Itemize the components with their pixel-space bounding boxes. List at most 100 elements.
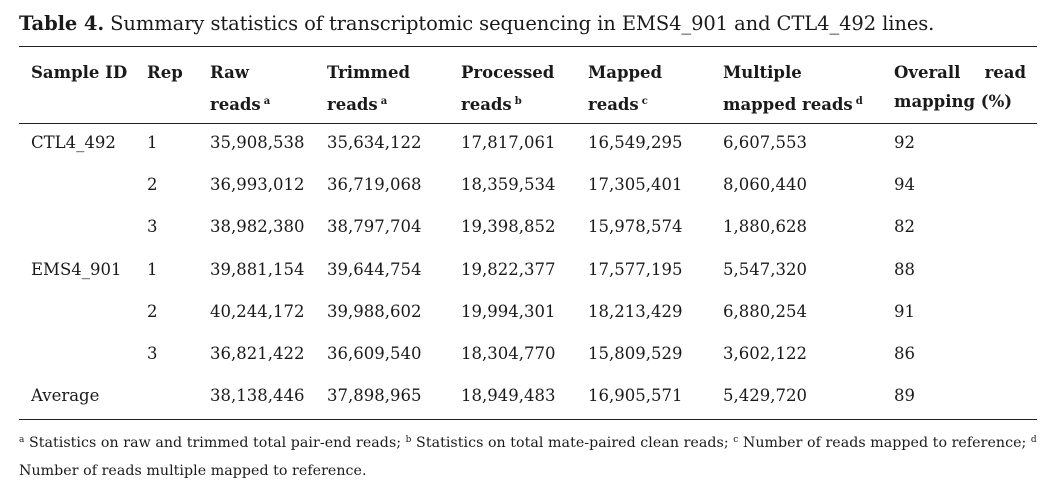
header-raw-sup: a [263, 96, 271, 107]
header-rep-text: Rep [147, 63, 183, 82]
table-header-rule [19, 123, 1037, 124]
header-multiple-line1: Multiple [723, 63, 802, 82]
caption-text: Summary statistics of transcriptomic seq… [104, 12, 935, 35]
header-overall-line2: mapping (%) [894, 92, 1013, 111]
header-raw-line2: reads a [210, 87, 270, 119]
header-overall-read-mapping: Overall read mapping (%) [894, 58, 1026, 116]
cell-rep: 1 [147, 133, 158, 152]
cell-sample-id: Average [31, 386, 100, 405]
cell-raw-reads: 38,138,446 [210, 386, 305, 405]
cell-multiple-mapped-reads: 8,060,440 [723, 175, 807, 194]
cell-trimmed-reads: 35,634,122 [327, 133, 422, 152]
cell-trimmed-reads: 36,609,540 [327, 344, 422, 363]
cell-raw-reads: 38,982,380 [210, 217, 305, 236]
header-overall-word2: read [984, 63, 1026, 82]
table-label: Table 4. [19, 12, 105, 35]
cell-overall-mapping: 92 [894, 133, 915, 152]
header-trimmed-line2: reads a [327, 87, 410, 119]
cell-multiple-mapped-reads: 5,547,320 [723, 260, 807, 279]
cell-processed-reads: 19,822,377 [461, 260, 556, 279]
cell-mapped-reads: 16,549,295 [588, 133, 683, 152]
header-multiple-line2-text: mapped reads [723, 95, 853, 114]
cell-overall-mapping: 89 [894, 386, 915, 405]
cell-trimmed-reads: 36,719,068 [327, 175, 422, 194]
cell-trimmed-reads: 39,988,602 [327, 302, 422, 321]
cell-mapped-reads: 15,978,574 [588, 217, 683, 236]
table-bottom-rule [19, 419, 1037, 420]
cell-trimmed-reads: 39,644,754 [327, 260, 422, 279]
header-trimmed-reads: Trimmed reads a [327, 58, 410, 119]
cell-raw-reads: 36,993,012 [210, 175, 305, 194]
header-overall-line1: Overall read [894, 58, 1026, 87]
cell-mapped-reads: 17,577,195 [588, 260, 683, 279]
cell-multiple-mapped-reads: 1,880,628 [723, 217, 807, 236]
header-raw-line1: Raw [210, 63, 249, 82]
header-mapped-line2: reads c [588, 87, 662, 119]
cell-raw-reads: 35,908,538 [210, 133, 305, 152]
cell-multiple-mapped-reads: 6,880,254 [723, 302, 807, 321]
cell-processed-reads: 17,817,061 [461, 133, 556, 152]
header-processed-sup: b [514, 96, 522, 107]
header-multiple-sup: d [855, 96, 863, 107]
cell-overall-mapping: 86 [894, 344, 915, 363]
cell-rep: 1 [147, 260, 158, 279]
header-processed-line2: reads b [461, 87, 554, 119]
header-mapped-line2-text: reads [588, 95, 639, 114]
header-sample-id-text: Sample ID [31, 63, 128, 82]
cell-trimmed-reads: 37,898,965 [327, 386, 422, 405]
footnote-a-text: Statistics on raw and trimmed total pair… [24, 435, 406, 451]
cell-sample-id: CTL4_492 [31, 133, 116, 152]
header-trimmed-line1: Trimmed [327, 63, 410, 82]
footnote-b-text: Statistics on total mate-paired clean re… [411, 435, 734, 451]
header-processed-line1: Processed [461, 63, 555, 82]
footnote-a-mark: a [19, 435, 25, 445]
cell-processed-reads: 19,994,301 [461, 302, 556, 321]
cell-processed-reads: 18,359,534 [461, 175, 556, 194]
header-mapped-sup: c [641, 96, 648, 107]
header-raw-line2-text: reads [210, 95, 261, 114]
cell-overall-mapping: 88 [894, 260, 915, 279]
table-top-rule [19, 46, 1037, 47]
header-overall-word1: Overall [894, 63, 961, 82]
header-sample-id: Sample ID [31, 58, 127, 87]
cell-rep: 2 [147, 302, 158, 321]
cell-processed-reads: 18,304,770 [461, 344, 556, 363]
cell-mapped-reads: 18,213,429 [588, 302, 683, 321]
header-trimmed-line2-text: reads [327, 95, 378, 114]
cell-raw-reads: 40,244,172 [210, 302, 305, 321]
header-raw-reads: Raw reads a [210, 58, 270, 119]
cell-mapped-reads: 15,809,529 [588, 344, 683, 363]
header-rep: Rep [147, 58, 183, 87]
header-trimmed-sup: a [380, 96, 388, 107]
cell-trimmed-reads: 38,797,704 [327, 217, 422, 236]
cell-mapped-reads: 16,905,571 [588, 386, 683, 405]
cell-rep: 2 [147, 175, 158, 194]
cell-mapped-reads: 17,305,401 [588, 175, 683, 194]
cell-processed-reads: 18,949,483 [461, 386, 556, 405]
cell-rep: 3 [147, 344, 158, 363]
cell-multiple-mapped-reads: 5,429,720 [723, 386, 807, 405]
cell-raw-reads: 39,881,154 [210, 260, 305, 279]
table-footnotes: a Statistics on raw and trimmed total pa… [19, 426, 1039, 485]
cell-sample-id: EMS4_901 [31, 260, 122, 279]
footnote-c-text: Number of reads mapped to reference; [738, 435, 1031, 451]
footnote-b-mark: b [405, 435, 412, 445]
header-mapped-line1: Mapped [588, 63, 663, 82]
cell-multiple-mapped-reads: 6,607,553 [723, 133, 807, 152]
cell-raw-reads: 36,821,422 [210, 344, 305, 363]
header-processed-line2-text: reads [461, 95, 512, 114]
header-mapped-reads: Mapped reads c [588, 58, 662, 119]
cell-overall-mapping: 91 [894, 302, 915, 321]
header-multiple-mapped-reads: Multiple mapped reads d [723, 58, 863, 119]
table-caption: Table 4. Summary statistics of transcrip… [19, 12, 934, 35]
header-multiple-line2: mapped reads d [723, 87, 863, 119]
cell-overall-mapping: 82 [894, 217, 915, 236]
footnote-c-mark: c [733, 435, 739, 445]
cell-rep: 3 [147, 217, 158, 236]
cell-processed-reads: 19,398,852 [461, 217, 556, 236]
footnote-d-mark: d [1030, 435, 1037, 445]
cell-multiple-mapped-reads: 3,602,122 [723, 344, 807, 363]
header-processed-reads: Processed reads b [461, 58, 554, 119]
footnote-d-text: Number of reads multiple mapped to refer… [19, 463, 367, 479]
cell-overall-mapping: 94 [894, 175, 915, 194]
